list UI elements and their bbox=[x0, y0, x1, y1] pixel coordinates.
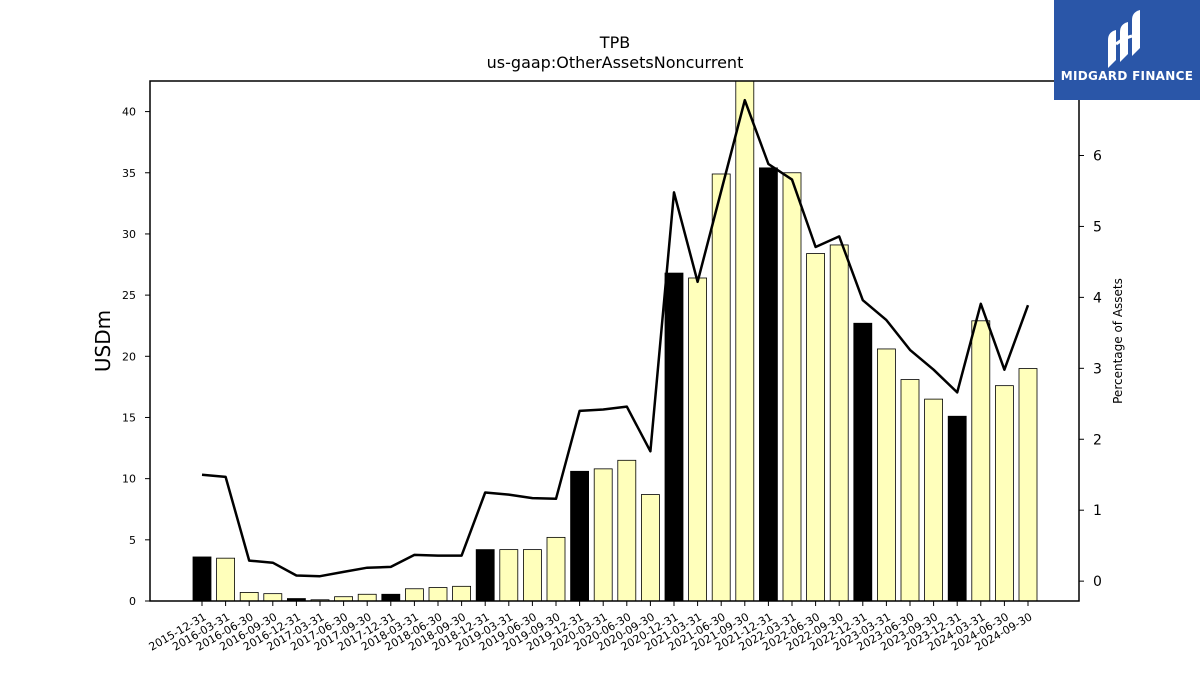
y-tick-label: 15 bbox=[122, 411, 136, 424]
y2-tick-label: 2 bbox=[1093, 432, 1102, 448]
line-group bbox=[201, 98, 1030, 578]
bars-group bbox=[192, 80, 1038, 602]
y2-tick-label: 3 bbox=[1093, 361, 1102, 377]
bar-2018-12-31 bbox=[475, 549, 495, 602]
bar-2017-12-31 bbox=[381, 593, 401, 602]
bar-2024-03-31 bbox=[971, 320, 991, 602]
bar-2020-03-31 bbox=[593, 468, 613, 602]
bar-2019-06-30 bbox=[523, 549, 542, 602]
midgard-logo-icon bbox=[1108, 10, 1140, 68]
y2-tick-label: 4 bbox=[1093, 290, 1102, 306]
bar-2015-12-31 bbox=[192, 556, 212, 602]
bar-2018-06-30 bbox=[428, 587, 448, 602]
y-tick-label: 30 bbox=[122, 228, 136, 241]
bar-2021-06-30 bbox=[711, 173, 731, 602]
bar-2018-09-30 bbox=[452, 585, 472, 602]
bar-2021-09-30 bbox=[735, 80, 755, 602]
chart-title: TPB bbox=[599, 33, 630, 52]
y-axis-label: USDm bbox=[91, 310, 115, 372]
y-axis-left: 0 5 10 15 20 25 30 35 40 bbox=[122, 106, 150, 608]
y2-tick-label: 5 bbox=[1093, 219, 1102, 235]
bar-2022-12-31 bbox=[853, 322, 873, 602]
bar-2020-12-31 bbox=[664, 272, 684, 602]
plot-frame bbox=[149, 80, 1080, 602]
bar-2018-03-31 bbox=[404, 588, 424, 602]
y-axis-right: 0 1 2 3 4 5 6 bbox=[1079, 148, 1102, 590]
logo-badge: MIDGARD FINANCE bbox=[1054, 0, 1200, 100]
bar-2023-06-30 bbox=[900, 379, 920, 602]
y2-axis-label: Percentage of Assets bbox=[1111, 278, 1125, 404]
logo-text: MIDGARD FINANCE bbox=[1060, 69, 1194, 83]
y-tick-label: 25 bbox=[122, 289, 136, 302]
chart-subtitle: us-gaap:OtherAssetsNoncurrent bbox=[487, 53, 744, 72]
bar-2023-12-31 bbox=[947, 415, 967, 602]
bar-2019-12-31 bbox=[570, 470, 589, 602]
bar-2021-03-31 bbox=[688, 277, 707, 602]
bar-2016-09-30 bbox=[263, 593, 283, 602]
y-tick-label: 10 bbox=[122, 473, 136, 486]
bar-2022-03-31 bbox=[782, 172, 802, 602]
bar-2019-03-31 bbox=[499, 549, 519, 602]
bar-2022-09-30 bbox=[829, 244, 849, 602]
bar-2024-09-30 bbox=[1018, 368, 1038, 602]
y-tick-label: 5 bbox=[129, 534, 136, 547]
bar-2023-03-31 bbox=[877, 348, 896, 602]
bar-2019-09-30 bbox=[546, 536, 566, 602]
y2-tick-label: 0 bbox=[1093, 574, 1102, 590]
y2-tick-label: 6 bbox=[1093, 148, 1102, 164]
bar-2017-09-30 bbox=[357, 593, 377, 602]
y-tick-label: 40 bbox=[122, 106, 136, 119]
y2-tick-label: 1 bbox=[1093, 503, 1102, 519]
bar-2016-06-30 bbox=[239, 592, 259, 602]
y-tick-label: 0 bbox=[129, 595, 136, 608]
bar-2020-06-30 bbox=[617, 459, 637, 602]
bar-2023-09-30 bbox=[924, 398, 943, 602]
bar-2024-06-30 bbox=[995, 385, 1014, 602]
bar-2021-12-31 bbox=[759, 167, 778, 602]
percentage-line bbox=[201, 98, 1030, 578]
bar-2016-03-31 bbox=[216, 557, 236, 602]
x-axis: 2015-12-312016-03-312016-06-302016-09-30… bbox=[147, 601, 1035, 654]
bar-2020-09-30 bbox=[641, 494, 660, 602]
y-tick-label: 35 bbox=[122, 167, 136, 180]
y-tick-label: 20 bbox=[122, 350, 136, 363]
bar-2022-06-30 bbox=[806, 253, 825, 602]
